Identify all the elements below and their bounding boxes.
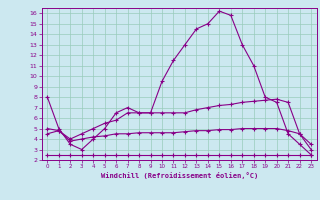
X-axis label: Windchill (Refroidissement éolien,°C): Windchill (Refroidissement éolien,°C) xyxy=(100,172,258,179)
